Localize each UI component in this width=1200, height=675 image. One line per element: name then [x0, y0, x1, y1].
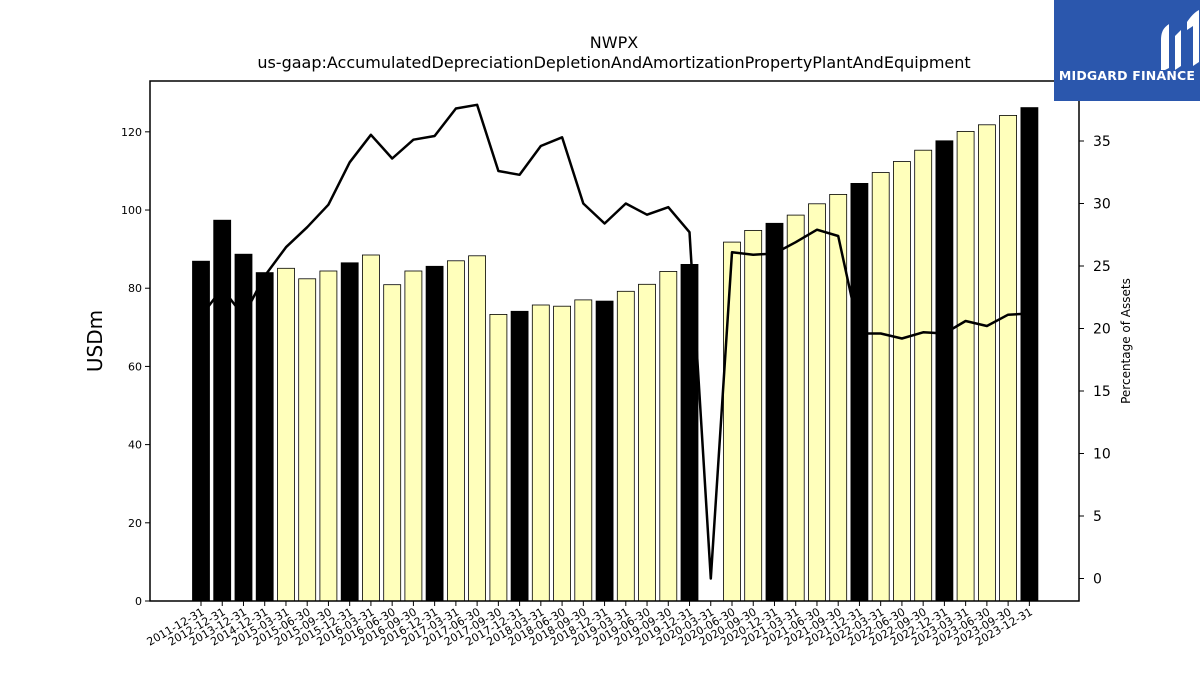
bar: [935, 140, 954, 602]
bar-series: [192, 107, 1039, 602]
bar: [340, 262, 359, 602]
chart-subtitle: us-gaap:AccumulatedDepreciationDepletion…: [257, 53, 970, 72]
bar: [361, 254, 380, 602]
bar: [829, 193, 848, 602]
bar: [404, 270, 423, 602]
y2-axis-label: Percentage of Assets: [1119, 278, 1133, 404]
bar: [956, 130, 975, 602]
bar: [553, 305, 571, 602]
y2-tick-label: 15: [1093, 384, 1111, 400]
bar: [893, 161, 911, 602]
left-y-axis: 0 20 40 60 80 100 120: [121, 126, 150, 608]
bar: [786, 214, 805, 602]
bar: [638, 283, 656, 602]
y-tick-label: 40: [128, 439, 142, 452]
bar: [510, 310, 529, 602]
y2-tick-label: 35: [1093, 134, 1111, 150]
y-tick-label: 60: [128, 360, 142, 373]
midgard-finance-logo: MIDGARD FINANCE: [1054, 0, 1200, 101]
y-axis-label: USDm: [83, 310, 107, 372]
bar: [298, 278, 317, 602]
bar: [574, 299, 593, 602]
bar: [192, 260, 210, 602]
bar: [1020, 107, 1039, 602]
percentage-line: [200, 103, 1030, 580]
y-tick-label: 80: [128, 282, 142, 295]
bar: [659, 270, 678, 602]
bar: [213, 219, 232, 602]
chart-title: NWPX: [590, 33, 638, 52]
bar: [489, 313, 508, 602]
y2-tick-label: 20: [1093, 322, 1111, 338]
bar: [255, 272, 274, 602]
logo-text: MIDGARD FINANCE: [1058, 68, 1196, 83]
plot-frame: [149, 80, 1080, 602]
bar: [850, 182, 869, 602]
y2-tick-label: 5: [1093, 509, 1102, 525]
y-tick-label: 20: [128, 517, 142, 530]
y2-tick-label: 25: [1093, 259, 1111, 275]
right-y-axis: 0 5 10 15 20 25 30 35: [1079, 134, 1111, 588]
bar: [531, 304, 550, 602]
logo-mark-icon: [1161, 10, 1199, 70]
percentage-line-series: [200, 103, 1030, 580]
bar: [808, 203, 826, 602]
bar: [468, 255, 487, 602]
bar: [978, 124, 996, 602]
x-axis: 2011-12-312012-12-312013-12-312014-12-31…: [145, 601, 1035, 649]
y2-tick-label: 10: [1093, 447, 1111, 463]
bar: [765, 222, 784, 602]
y2-tick-label: 30: [1093, 197, 1111, 213]
y2-tick-label: 0: [1093, 572, 1102, 588]
y-tick-label: 120: [121, 126, 142, 139]
bar: [871, 172, 890, 602]
bar: [425, 265, 444, 602]
bar: [319, 270, 338, 602]
bar: [277, 267, 295, 602]
y-tick-label: 100: [121, 204, 142, 217]
y-tick-label: 0: [135, 595, 142, 608]
bar: [914, 149, 933, 602]
bar: [723, 241, 741, 602]
bar: [616, 290, 635, 602]
bar: [744, 229, 763, 602]
bar: [595, 300, 614, 602]
bar: [999, 115, 1017, 602]
bar: [446, 260, 465, 602]
bar: [383, 284, 402, 602]
